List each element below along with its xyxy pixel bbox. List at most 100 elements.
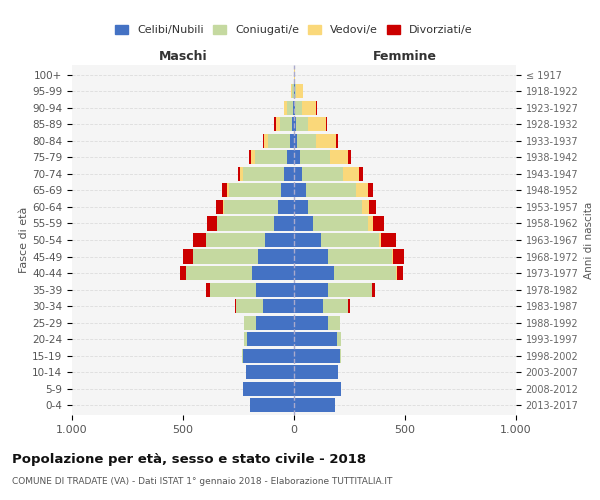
Bar <box>265 233 294 247</box>
Bar <box>313 216 368 230</box>
Bar <box>299 150 329 164</box>
Bar <box>334 266 396 280</box>
Bar <box>247 332 294 346</box>
Legend: Celibi/Nubili, Coniugati/e, Vedovi/e, Divorziati/e: Celibi/Nubili, Coniugati/e, Vedovi/e, Di… <box>112 22 476 38</box>
Text: Femmine: Femmine <box>373 50 437 62</box>
Bar <box>278 200 294 214</box>
Bar <box>263 134 264 148</box>
Bar <box>370 200 376 214</box>
Bar <box>275 118 280 132</box>
Text: Popolazione per età, sesso e stato civile - 2018: Popolazione per età, sesso e stato civil… <box>12 452 366 466</box>
Bar <box>235 299 236 313</box>
Bar <box>329 150 349 164</box>
Bar <box>373 216 384 230</box>
Bar <box>243 348 294 362</box>
Bar <box>294 101 295 115</box>
Bar <box>306 184 356 198</box>
Bar <box>298 134 316 148</box>
Bar <box>294 150 299 164</box>
Bar <box>251 150 255 164</box>
Bar <box>209 282 256 296</box>
Bar <box>255 150 287 164</box>
Bar <box>193 233 206 247</box>
Bar <box>368 184 373 198</box>
Bar <box>294 184 306 198</box>
Bar <box>217 216 274 230</box>
Bar <box>356 184 368 198</box>
Bar <box>250 398 294 412</box>
Bar <box>308 200 362 214</box>
Bar <box>349 150 350 164</box>
Bar <box>323 299 349 313</box>
Bar <box>294 282 328 296</box>
Bar <box>296 84 303 98</box>
Bar <box>368 216 373 230</box>
Bar <box>295 84 296 98</box>
Bar <box>274 216 294 230</box>
Bar <box>397 266 403 280</box>
Bar <box>222 184 227 198</box>
Bar <box>308 118 326 132</box>
Bar <box>206 233 265 247</box>
Bar <box>292 118 294 132</box>
Bar <box>206 282 209 296</box>
Bar <box>240 167 243 181</box>
Bar <box>296 118 308 132</box>
Text: COMUNE DI TRADATE (VA) - Dati ISTAT 1° gennaio 2018 - Elaborazione TUTTITALIA.IT: COMUNE DI TRADATE (VA) - Dati ISTAT 1° g… <box>12 478 392 486</box>
Bar <box>259 250 294 264</box>
Bar <box>179 266 187 280</box>
Y-axis label: Anni di nascita: Anni di nascita <box>584 202 594 278</box>
Y-axis label: Fasce di età: Fasce di età <box>19 207 29 273</box>
Bar <box>328 316 340 330</box>
Bar <box>372 282 375 296</box>
Bar <box>227 184 229 198</box>
Bar <box>337 332 341 346</box>
Bar <box>229 184 281 198</box>
Bar <box>362 200 370 214</box>
Bar <box>294 167 302 181</box>
Bar <box>379 233 381 247</box>
Bar <box>242 348 243 362</box>
Bar <box>294 398 335 412</box>
Bar <box>393 250 404 264</box>
Bar <box>294 299 323 313</box>
Bar <box>294 266 334 280</box>
Bar <box>320 233 379 247</box>
Bar <box>294 216 313 230</box>
Bar <box>281 184 294 198</box>
Bar <box>224 200 278 214</box>
Bar <box>294 348 340 362</box>
Bar <box>340 348 341 362</box>
Bar <box>256 282 294 296</box>
Bar <box>280 118 292 132</box>
Bar <box>292 84 293 98</box>
Bar <box>187 266 252 280</box>
Bar <box>206 216 217 230</box>
Bar <box>294 233 320 247</box>
Bar <box>381 233 395 247</box>
Text: Maschi: Maschi <box>158 50 208 62</box>
Bar <box>302 101 316 115</box>
Bar <box>243 382 294 396</box>
Bar <box>263 299 294 313</box>
Bar <box>243 167 284 181</box>
Bar <box>290 134 294 148</box>
Bar <box>256 316 294 330</box>
Bar <box>359 167 363 181</box>
Bar <box>326 118 328 132</box>
Bar <box>294 382 341 396</box>
Bar <box>294 332 337 346</box>
Bar <box>284 101 287 115</box>
Bar <box>295 101 302 115</box>
Bar <box>336 134 338 148</box>
Bar <box>328 282 372 296</box>
Bar <box>274 118 275 132</box>
Bar <box>236 299 263 313</box>
Bar <box>328 250 392 264</box>
Bar <box>294 250 328 264</box>
Bar <box>216 200 223 214</box>
Bar <box>268 134 290 148</box>
Bar <box>252 266 294 280</box>
Bar <box>294 134 298 148</box>
Bar <box>294 316 328 330</box>
